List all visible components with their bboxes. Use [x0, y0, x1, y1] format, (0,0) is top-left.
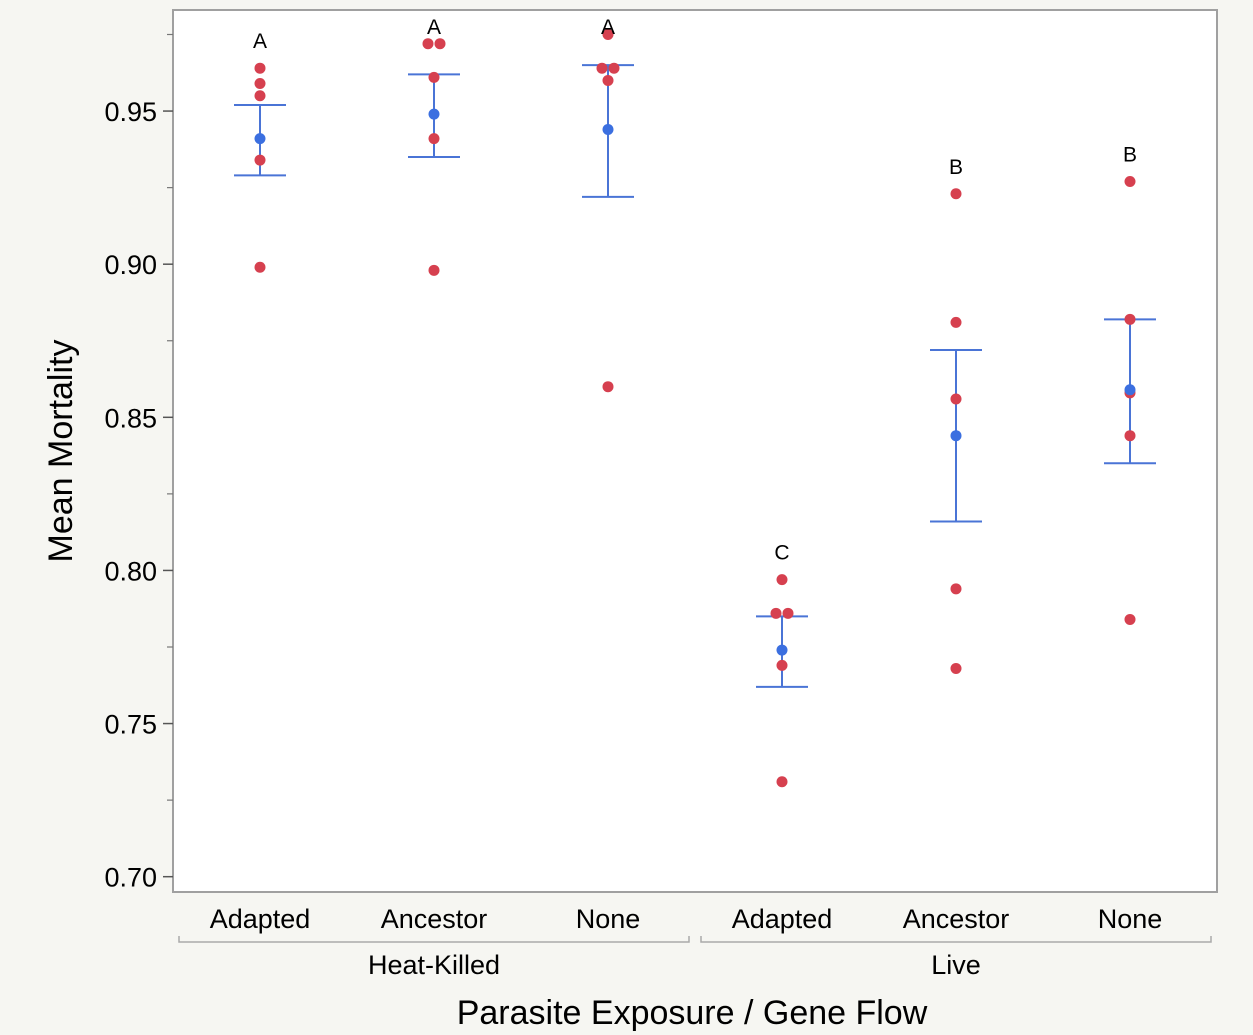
data-point	[1124, 613, 1136, 625]
y-tick-label: 0.70	[104, 863, 157, 893]
data-point	[950, 662, 962, 674]
category-marks: C	[756, 542, 808, 788]
data-point	[776, 574, 788, 586]
data-point	[254, 90, 266, 102]
data-point	[596, 62, 608, 74]
y-axis-title: Mean Mortality	[42, 340, 80, 563]
category-marks: B	[1104, 144, 1156, 625]
data-point	[1124, 430, 1136, 442]
significance-letter: C	[774, 542, 789, 565]
mean-point	[254, 133, 266, 145]
data-point	[434, 38, 446, 50]
x-tick-label: Ancestor	[381, 904, 488, 934]
data-point	[602, 74, 614, 86]
data-point	[428, 71, 440, 83]
category-marks: A	[234, 30, 286, 273]
data-point	[776, 776, 788, 788]
y-axis: 0.70 0.75 0.80 0.85 0.90 0.95	[104, 33, 173, 893]
group-bracket	[700, 936, 1212, 943]
mean-point	[1124, 384, 1136, 396]
data-point	[254, 78, 266, 89]
data-point	[602, 29, 614, 40]
mean-point	[950, 430, 962, 442]
group-label: Live	[931, 950, 981, 980]
data-point	[428, 133, 440, 145]
x-tick-label: None	[576, 904, 641, 934]
mean-point	[776, 644, 788, 656]
y-tick-label: 0.90	[104, 250, 157, 280]
data-point	[254, 154, 266, 166]
group-bracket	[178, 936, 690, 943]
x-axis-title: Parasite Exposure / Gene Flow	[457, 994, 928, 1032]
data-point	[422, 38, 434, 50]
data-point	[950, 188, 962, 200]
data-point	[770, 607, 782, 619]
significance-letter: A	[253, 30, 267, 53]
category-marks: A	[408, 16, 460, 276]
significance-letter: B	[1123, 144, 1137, 167]
x-tick-label: None	[1098, 904, 1163, 934]
data-point	[782, 607, 794, 619]
data-point	[1124, 176, 1136, 187]
x-tick-label: Ancestor	[903, 904, 1010, 934]
data-point	[950, 583, 962, 595]
data-marks: A A A C B B	[234, 16, 1156, 788]
y-tick-label: 0.75	[104, 710, 157, 740]
plot-area	[172, 9, 1218, 893]
y-tick-label: 0.95	[104, 97, 157, 127]
data-point	[608, 62, 620, 74]
y-tick-label: 0.80	[104, 556, 157, 586]
category-marks: B	[930, 156, 982, 674]
mean-point	[428, 108, 440, 120]
data-point	[950, 393, 962, 405]
x-axis: Adapted Ancestor None Heat-Killed Adapted Anc…	[178, 904, 1212, 980]
group-label: Heat-Killed	[368, 950, 500, 980]
data-point	[1124, 313, 1136, 325]
significance-letter: A	[601, 16, 615, 39]
data-point	[776, 659, 788, 671]
category-marks: A	[582, 16, 634, 393]
data-point	[428, 264, 440, 276]
data-point	[950, 316, 962, 328]
x-tick-label: Adapted	[210, 904, 311, 934]
data-point	[254, 261, 266, 273]
data-point	[254, 62, 266, 74]
mean-point	[602, 123, 614, 135]
x-tick-label: Adapted	[732, 904, 833, 934]
significance-letter: B	[949, 156, 963, 179]
significance-letter: A	[427, 16, 441, 39]
y-tick-label: 0.85	[104, 403, 157, 433]
data-point	[602, 381, 614, 393]
